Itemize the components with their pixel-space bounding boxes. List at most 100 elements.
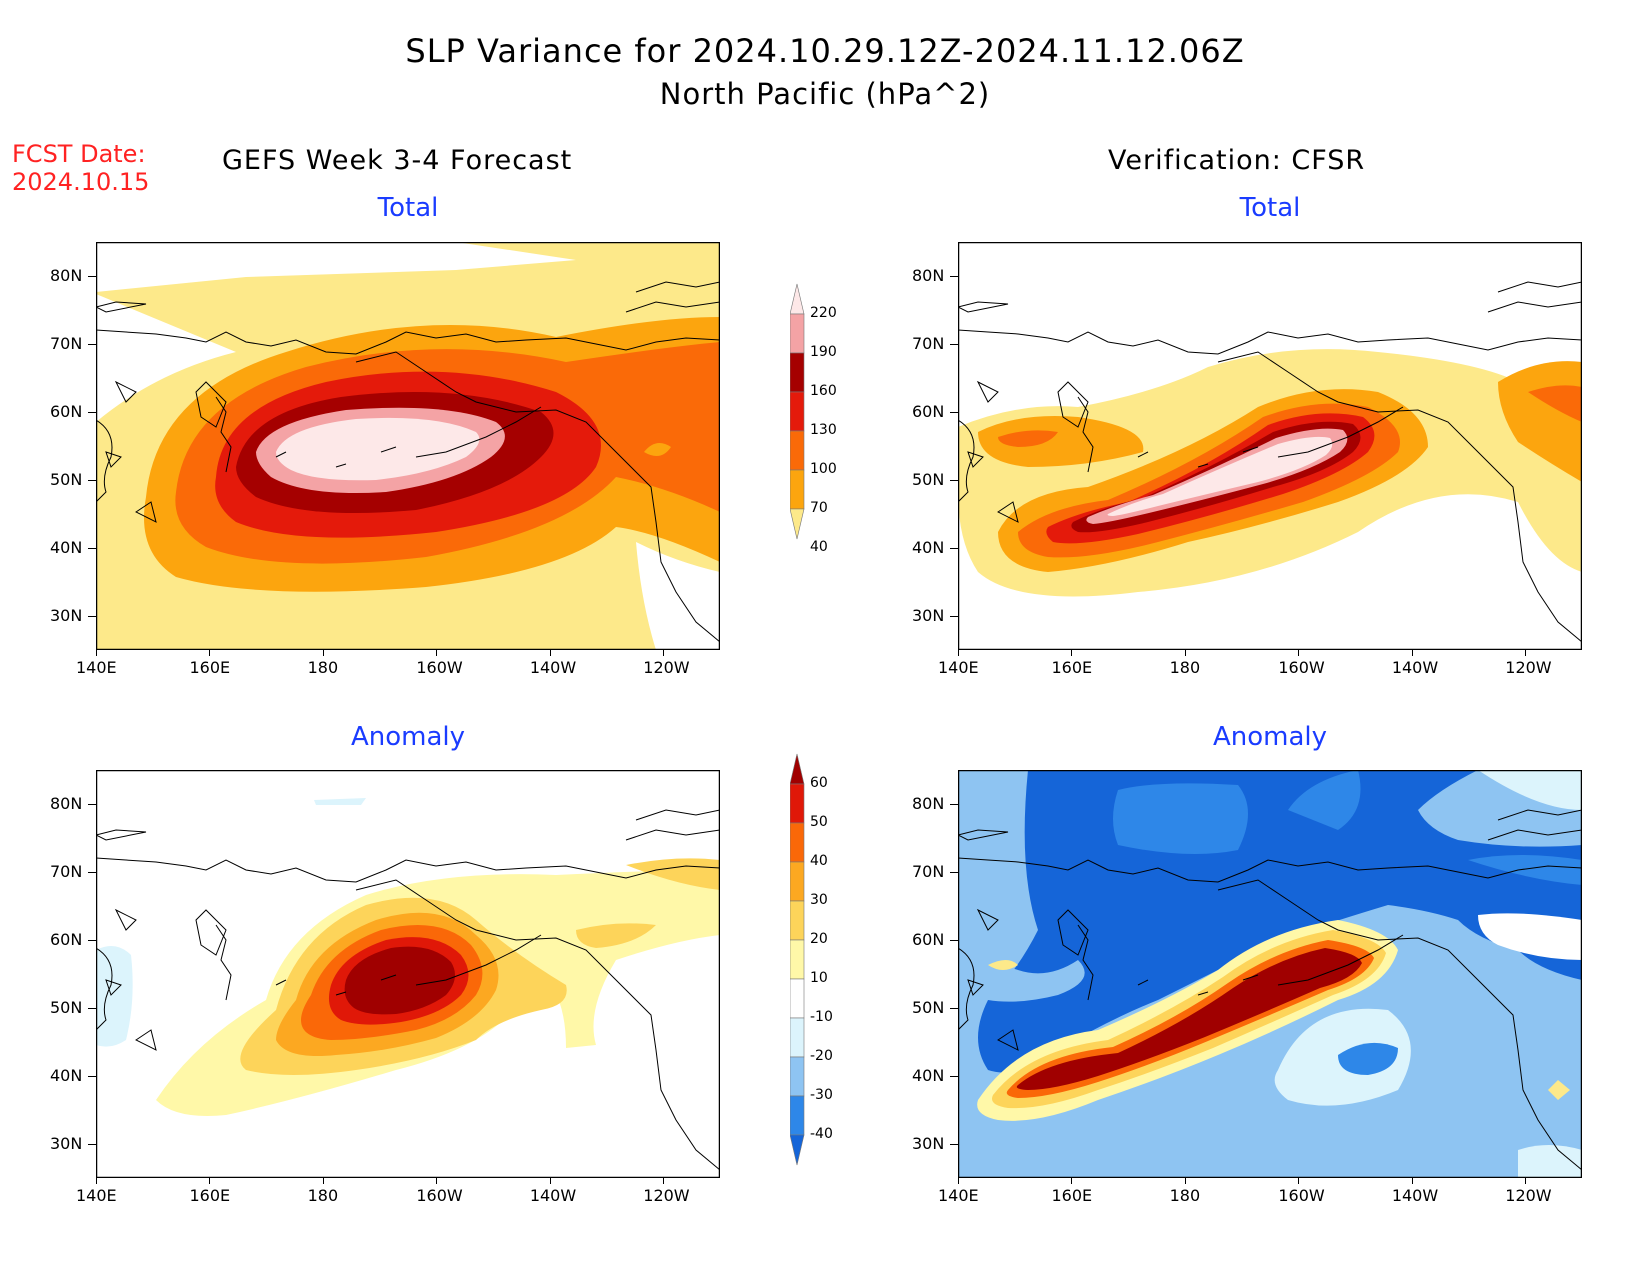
map-forecast-total xyxy=(96,242,720,650)
forecast-column-title: GEFS Week 3-4 Forecast xyxy=(222,145,573,176)
colorbar-swatch xyxy=(789,1095,805,1136)
lat-tick-label: 50N xyxy=(50,998,83,1017)
colorbar-swatch xyxy=(789,783,805,824)
lat-tick-mark xyxy=(88,804,96,805)
lon-tick-mark xyxy=(209,1178,211,1184)
lon-tick-mark xyxy=(209,650,211,656)
lon-tick-mark xyxy=(663,650,665,656)
lat-tick-label: 70N xyxy=(912,862,945,881)
colorbar-total: 40 70 100 130 160 190 220 xyxy=(789,282,860,623)
colorbar-swatch xyxy=(789,283,805,315)
colorbar-swatch xyxy=(789,313,805,354)
lat-tick-mark xyxy=(88,616,96,617)
lon-tick-label: 140E xyxy=(76,1186,117,1205)
lat-tick-mark xyxy=(88,412,96,413)
lat-tick-mark xyxy=(950,276,958,277)
main-subtitle: North Pacific (hPa^2) xyxy=(659,77,991,111)
lon-tick-label: 120W xyxy=(1505,658,1552,677)
lat-tick-mark xyxy=(950,940,958,941)
lon-tick-mark xyxy=(96,650,97,656)
lon-tick-mark xyxy=(1298,1178,1300,1184)
lon-tick-label: 160E xyxy=(189,658,231,677)
map-verification-total xyxy=(958,242,1582,650)
colorbar-swatch xyxy=(789,900,805,941)
lat-tick-mark xyxy=(88,872,96,873)
lon-tick-label: 140E xyxy=(938,658,979,677)
panel-title-verif-anomaly: Anomaly xyxy=(1212,722,1328,752)
lat-tick-label: 70N xyxy=(912,334,945,353)
lat-tick-label: 70N xyxy=(50,334,83,353)
map-verification-anomaly xyxy=(958,770,1582,1178)
colorbar-level-label: 40 xyxy=(810,853,828,869)
lon-tick-mark xyxy=(549,1178,551,1184)
lon-tick-mark xyxy=(663,1178,665,1184)
lon-tick-mark xyxy=(1071,650,1073,656)
lon-tick-label: 140E xyxy=(938,1186,979,1205)
lon-tick-mark xyxy=(1184,1178,1186,1184)
lat-tick-label: 40N xyxy=(912,1066,945,1085)
colorbar-swatch xyxy=(789,939,805,980)
forecast-date-value: 2024.10.15 xyxy=(12,168,150,196)
colorbar-swatch xyxy=(789,1017,805,1058)
lon-tick-label: 180 xyxy=(1169,1186,1201,1205)
lon-tick-label: 180 xyxy=(1169,658,1201,677)
lat-tick-label: 60N xyxy=(912,930,945,949)
lat-tick-label: 60N xyxy=(50,402,83,421)
lat-tick-mark xyxy=(88,940,96,941)
colorbar-level-label: -10 xyxy=(810,1009,833,1025)
colorbar-swatch xyxy=(789,352,805,393)
colorbar-level-label: 130 xyxy=(810,422,837,438)
colorbar-swatch xyxy=(789,469,805,510)
lat-tick-label: 60N xyxy=(912,402,945,421)
lon-tick-mark xyxy=(549,650,551,656)
lon-tick-mark xyxy=(1525,1178,1527,1184)
lon-tick-mark xyxy=(96,1178,97,1184)
lon-tick-label: 140W xyxy=(529,1186,577,1205)
lat-tick-label: 50N xyxy=(50,470,83,489)
lon-tick-mark xyxy=(322,650,324,656)
colorbar-level-label: -20 xyxy=(810,1048,833,1064)
colorbar-swatch xyxy=(789,391,805,432)
lat-tick-mark xyxy=(950,804,958,805)
colorbar-swatch xyxy=(789,1056,805,1097)
lon-tick-mark xyxy=(436,1178,438,1184)
lat-tick-mark xyxy=(88,1008,96,1009)
lon-tick-mark xyxy=(322,1178,324,1184)
colorbar-level-label: 160 xyxy=(810,383,837,399)
lon-tick-mark xyxy=(1298,650,1300,656)
lat-tick-mark xyxy=(950,480,958,481)
colorbar-level-label: 20 xyxy=(810,931,828,947)
colorbar-swatch xyxy=(789,753,805,785)
lat-tick-label: 50N xyxy=(912,470,945,489)
lat-tick-mark xyxy=(950,1076,958,1077)
forecast-date: FCST Date: 2024.10.15 xyxy=(12,140,149,196)
lon-tick-label: 120W xyxy=(1505,1186,1552,1205)
panel-title-fcst-total: Total xyxy=(377,193,439,223)
lat-tick-mark xyxy=(950,344,958,345)
verification-column-title: Verification: CFSR xyxy=(1108,145,1366,176)
lat-tick-label: 60N xyxy=(50,930,83,949)
lon-tick-label: 180 xyxy=(307,1186,339,1205)
lat-tick-label: 80N xyxy=(912,794,945,813)
lat-tick-mark xyxy=(88,480,96,481)
lat-tick-label: 30N xyxy=(50,606,83,625)
lon-tick-label: 160W xyxy=(416,658,463,677)
lat-tick-mark xyxy=(88,1076,96,1077)
lon-tick-label: 160E xyxy=(1051,1186,1093,1205)
lon-tick-label: 160E xyxy=(189,1186,231,1205)
lon-tick-mark xyxy=(1411,650,1413,656)
colorbar-level-label: 60 xyxy=(810,775,828,791)
lat-tick-mark xyxy=(88,548,96,549)
colorbar-swatch xyxy=(789,978,805,1019)
colorbar-anomaly: -40 -30 -20 -10 10 20 30 40 50 60 xyxy=(789,752,860,1249)
lon-tick-label: 180 xyxy=(307,658,339,677)
lat-tick-label: 30N xyxy=(912,606,945,625)
lon-tick-label: 160E xyxy=(1051,658,1093,677)
lon-tick-mark xyxy=(1071,1178,1073,1184)
colorbar-level-label: -30 xyxy=(810,1087,833,1103)
lon-tick-label: 160W xyxy=(416,1186,463,1205)
lat-tick-label: 70N xyxy=(50,862,83,881)
lat-tick-label: 40N xyxy=(50,538,83,557)
lat-tick-label: 30N xyxy=(50,1134,83,1153)
map-forecast-anomaly xyxy=(96,770,720,1178)
